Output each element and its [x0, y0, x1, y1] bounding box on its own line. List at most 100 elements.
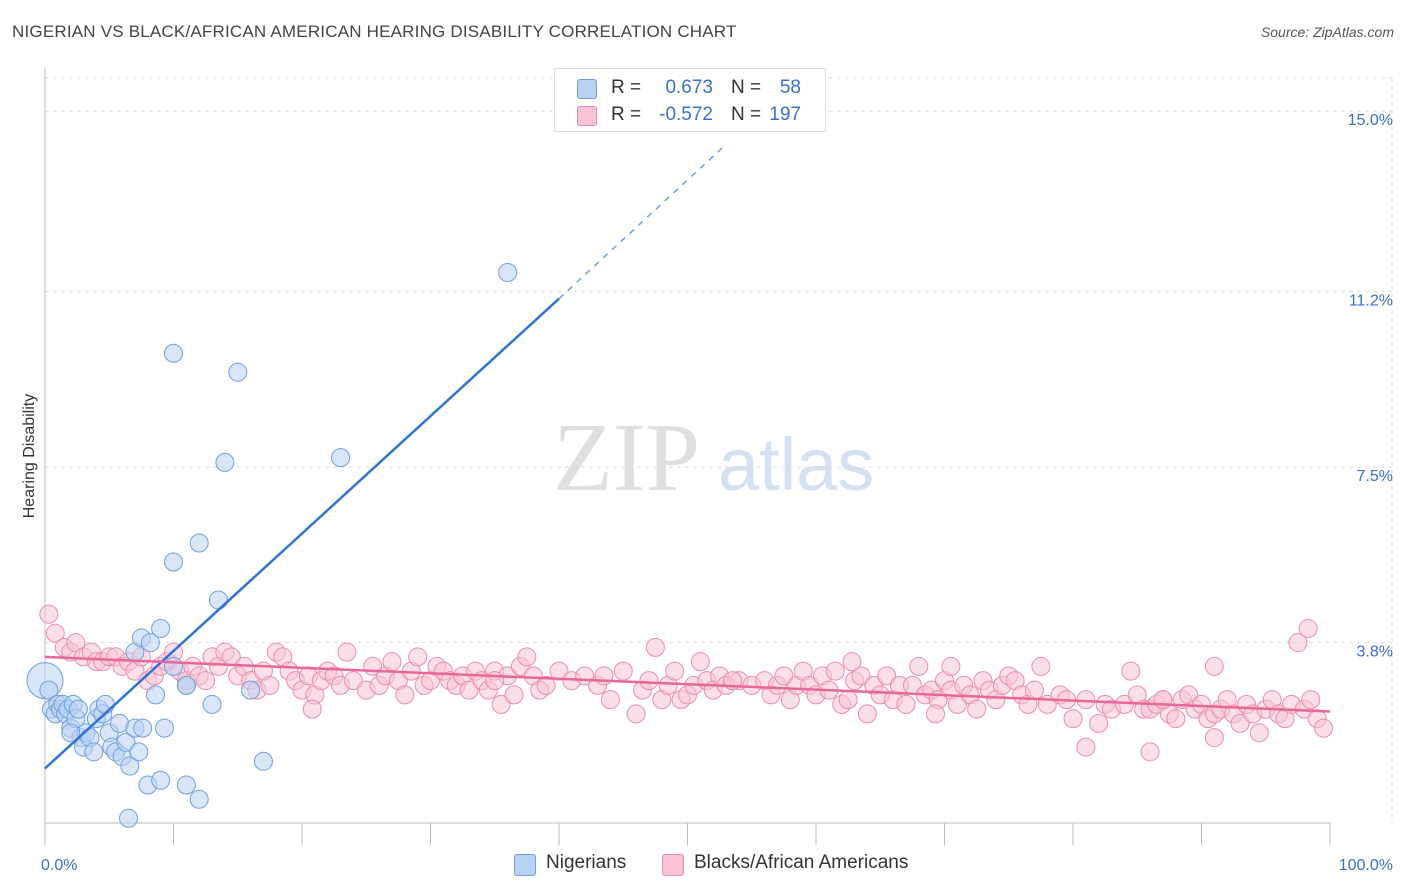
- points-blacks-african-americans: [39, 604, 1334, 762]
- blacks-point: [909, 656, 929, 676]
- nigerians-point: [116, 732, 136, 752]
- blacks-point: [1153, 690, 1173, 710]
- nigerians-point: [61, 723, 81, 743]
- nigerians-point: [151, 770, 171, 790]
- watermark: ZIP atlas: [553, 404, 874, 512]
- watermark-zip: ZIP: [553, 404, 700, 512]
- y-tick-label: 3.8%: [1357, 644, 1393, 661]
- blacks-point: [337, 642, 357, 662]
- blacks-point: [639, 671, 659, 691]
- blacks-point: [665, 661, 685, 681]
- blacks-point: [504, 685, 524, 705]
- blacks-point: [302, 699, 322, 719]
- blacks-point: [857, 704, 877, 724]
- blacks-point: [549, 661, 569, 681]
- blacks-point: [1089, 713, 1109, 733]
- blacks-point: [1166, 709, 1186, 729]
- blacks-point: [645, 637, 665, 657]
- x-tick-label: 0.0%: [41, 857, 77, 874]
- blacks-point: [825, 661, 845, 681]
- blacks-point: [1140, 742, 1160, 762]
- nigerians-point: [164, 343, 183, 363]
- blacks-point: [600, 690, 620, 710]
- legend-swatch-blacks: [662, 854, 684, 876]
- blacks-point: [1249, 723, 1269, 743]
- legend-label-nigerians: Nigerians: [546, 852, 627, 873]
- nigerians-point: [331, 448, 351, 468]
- tick-labels: 3.8% 7.5% 11.2% 15.0% 0.0% 100.0%: [41, 112, 1393, 874]
- y-tick-label: 15.0%: [1348, 112, 1393, 129]
- nigerians-point: [253, 751, 273, 771]
- nigerians-point: [120, 756, 140, 776]
- nigerians-point: [133, 718, 153, 738]
- blacks-point: [1230, 713, 1250, 733]
- nigerians-point: [151, 618, 171, 638]
- nigerians-point: [155, 718, 175, 738]
- legend-label-blacks: Blacks/African Americans: [694, 852, 909, 873]
- nigerians-point: [228, 362, 248, 382]
- blacks-point: [1121, 661, 1141, 681]
- nigerians-point: [241, 680, 261, 700]
- blacks-point: [877, 666, 897, 686]
- blacks-point: [1031, 656, 1051, 676]
- blacks-point: [941, 656, 961, 676]
- blacks-point: [1204, 728, 1224, 748]
- nigerians-point: [140, 633, 160, 653]
- n-label: N =: [731, 104, 762, 125]
- blacks-point: [690, 652, 710, 672]
- blacks-point: [613, 661, 633, 681]
- blacks-point: [851, 666, 871, 686]
- blacks-point: [491, 694, 511, 714]
- nigerians-point: [84, 742, 104, 762]
- blacks-point: [536, 675, 556, 695]
- blacks-point: [926, 704, 946, 724]
- n-label: N =: [731, 77, 762, 98]
- blacks-point: [838, 690, 858, 710]
- nigerians-swatch: [577, 79, 597, 99]
- nigerians-point: [119, 808, 139, 828]
- blacks-swatch: [577, 106, 597, 126]
- blacks-point: [1288, 633, 1308, 653]
- stats-row-nigerians: R = 0.673 N = 58: [555, 75, 825, 101]
- nigerians-point: [189, 533, 209, 553]
- blacks-point: [408, 647, 428, 667]
- n-value: 197: [769, 104, 801, 125]
- nigerians-point: [202, 694, 222, 714]
- source-label: Source: ZipAtlas.com: [1260, 24, 1394, 40]
- nigerians-point: [215, 452, 235, 472]
- y-tick-label: 11.2%: [1349, 293, 1393, 310]
- blacks-point: [260, 675, 280, 695]
- blacks-point: [39, 604, 59, 624]
- blacks-point: [395, 685, 415, 705]
- nigerians-point: [208, 590, 228, 610]
- nigerians-trend-extension: [558, 143, 727, 300]
- nigerians-point: [164, 656, 183, 676]
- nigerians-point: [39, 680, 59, 700]
- nigerians-point: [129, 742, 149, 762]
- legend-swatch-nigerians: [514, 854, 536, 876]
- trend-lines: [44, 143, 1331, 770]
- blacks-point: [1314, 718, 1334, 738]
- nigerians-point: [68, 699, 88, 719]
- x-tick-label: 100.0%: [1339, 857, 1393, 874]
- blacks-point: [896, 694, 916, 714]
- n-value: 58: [779, 77, 801, 98]
- nigerians-point: [176, 775, 196, 795]
- nigerians-point: [189, 789, 209, 809]
- r-value: -0.572: [659, 104, 713, 125]
- blacks-point: [517, 647, 537, 667]
- blacks-point: [485, 671, 505, 691]
- blacks-point: [1024, 680, 1044, 700]
- blacks-trend-line: [44, 655, 1331, 713]
- blacks-point: [1076, 737, 1096, 757]
- blacks-point: [45, 623, 65, 643]
- blacks-point: [1204, 656, 1224, 676]
- nigerians-trend-line: [44, 297, 560, 770]
- points-nigerians: [26, 263, 518, 828]
- blacks-point: [1298, 618, 1318, 638]
- blacks-point: [626, 704, 646, 724]
- nigerians-point: [164, 552, 183, 572]
- r-value: 0.673: [665, 77, 713, 98]
- stats-box: R = 0.673 N = 58 R = -0.572 N = 197: [554, 68, 826, 132]
- r-label: R =: [611, 77, 642, 98]
